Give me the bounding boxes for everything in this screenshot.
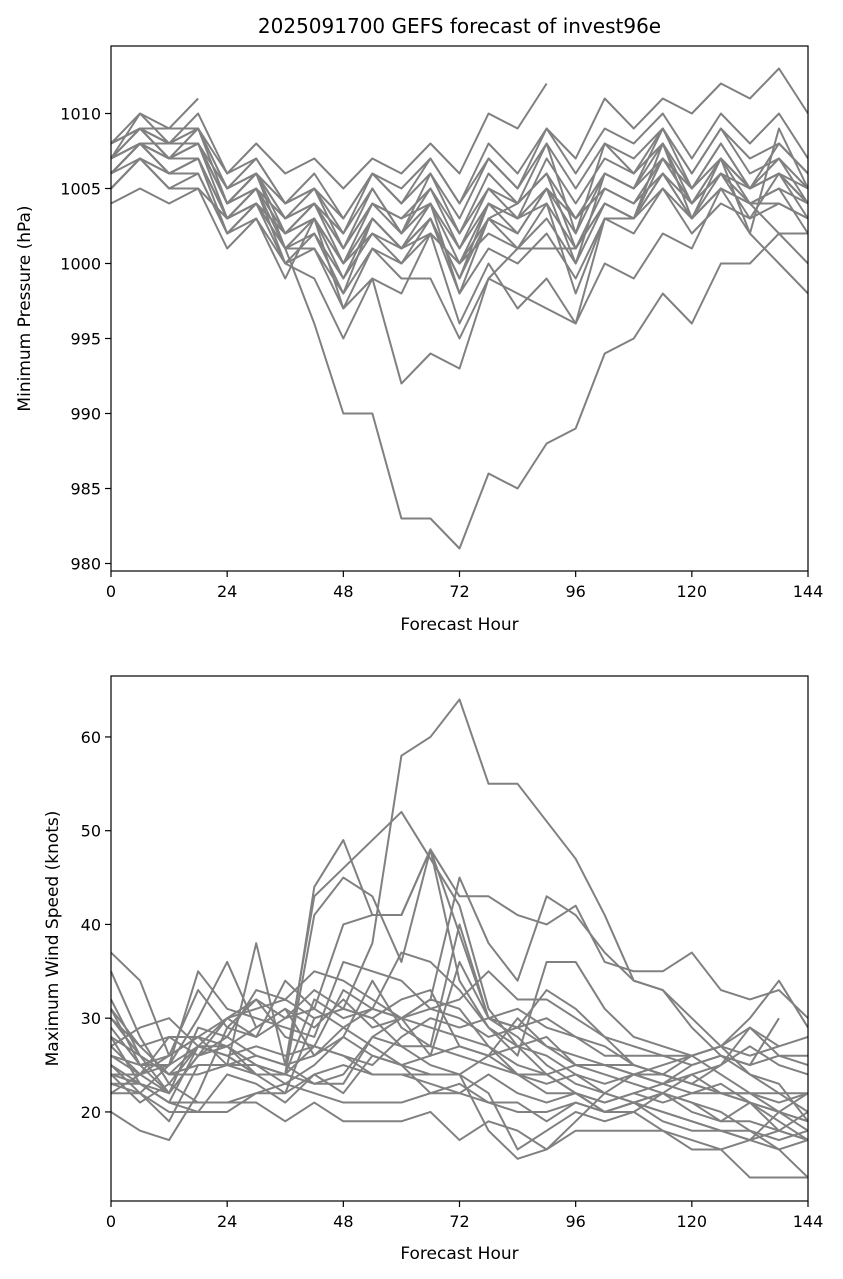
- pressure-y-axis-label: Minimum Pressure (hPa): [15, 205, 35, 411]
- pressure-y-tick-label: 1010: [60, 105, 101, 124]
- pressure-y-tick-label: 995: [70, 330, 101, 349]
- wind-y-tick-label: 20: [81, 1103, 101, 1122]
- wind-x-tick-label: 48: [333, 1212, 353, 1231]
- wind-y-tick-label: 40: [81, 915, 101, 934]
- wind-x-tick-label: 72: [449, 1212, 469, 1231]
- pressure-series-line-19: [110, 142, 809, 280]
- wind-series-line-18: [110, 970, 809, 1141]
- pressure-y-tick-label: 1005: [60, 180, 101, 199]
- wind-ticks: 0 24 48 72 96 120 144 20 30 40 50 60: [81, 728, 824, 1231]
- wind-y-tick-label: 60: [81, 728, 101, 747]
- pressure-series-line-7: [110, 97, 199, 145]
- pressure-series-layer: [110, 67, 809, 550]
- pressure-y-tick-label: 985: [70, 480, 101, 499]
- pressure-x-tick-label: 0: [106, 582, 116, 601]
- wind-y-tick-label: 30: [81, 1009, 101, 1028]
- pressure-y-tick-label: 980: [70, 555, 101, 574]
- wind-series-line-19: [110, 998, 809, 1104]
- wind-x-tick-label: 0: [106, 1212, 116, 1231]
- pressure-ticks: 0 24 48 72 96 120 144 980 985 990 995 1000 1005 1010: [60, 105, 823, 602]
- pressure-x-tick-label: 96: [565, 582, 585, 601]
- pressure-series-line-16: [110, 157, 809, 295]
- wind-x-tick-label: 24: [217, 1212, 237, 1231]
- pressure-x-tick-label: 120: [677, 582, 708, 601]
- wind-x-tick-label: 144: [793, 1212, 824, 1231]
- wind-series-layer: [110, 698, 809, 1179]
- wind-x-tick-label: 96: [565, 1212, 585, 1231]
- pressure-x-tick-label: 72: [449, 582, 469, 601]
- wind-x-tick-label: 120: [677, 1212, 708, 1231]
- pressure-panel: 0 24 48 72 96 120 144980985990995100010051010 …: [15, 45, 823, 635]
- pressure-x-tick-label: 24: [217, 582, 237, 601]
- pressure-y-tick-label: 1000: [60, 255, 101, 274]
- pressure-series-line-15: [110, 127, 809, 220]
- pressure-x-tick-label: 48: [333, 582, 353, 601]
- wind-x-axis-label: Forecast Hour: [400, 1244, 518, 1264]
- pressure-series-line-9: [110, 67, 809, 220]
- chart-title: 2025091700 GEFS forecast of invest96e: [258, 14, 661, 38]
- wind-y-tick-label: 50: [81, 822, 101, 841]
- wind-y-axis-label: Maximum Wind Speed (knots): [43, 811, 63, 1067]
- pressure-y-tick-label: 990: [70, 405, 101, 424]
- pressure-series-line-18: [110, 127, 809, 250]
- pressure-x-tick-label: 144: [793, 582, 824, 601]
- pressure-x-axis-label: Forecast Hour: [400, 615, 518, 635]
- wind-series-line-23: [110, 1017, 780, 1113]
- wind-series-line-22: [110, 1017, 780, 1085]
